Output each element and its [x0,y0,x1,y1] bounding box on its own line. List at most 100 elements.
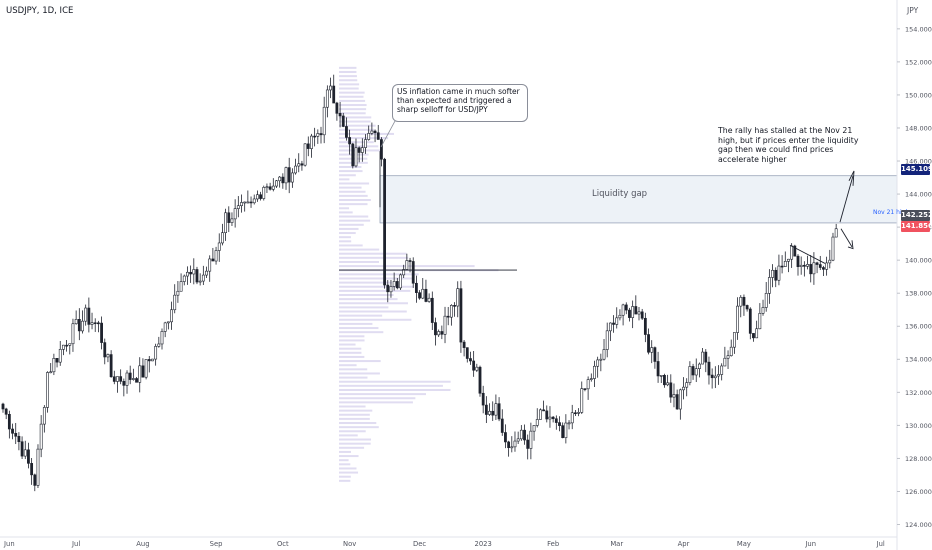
liquidity-gap-label: Liquidity gap [592,189,648,199]
candle [469,351,472,365]
volume-profile-bar [339,141,374,144]
price-tick-label: 130.000 [905,422,932,430]
volume-profile-bar [339,355,365,358]
candle [605,322,609,358]
volume-profile-bar [339,289,411,292]
volume-profile-bar [339,252,407,255]
candle [74,310,78,325]
volume-profile-bar [339,310,407,313]
candle [87,297,91,333]
candle [653,346,657,369]
candle [640,308,644,320]
candle [418,290,421,300]
candle [456,281,460,318]
candle [818,255,822,271]
candle [271,178,275,192]
time-tick-label: Sep [210,540,223,548]
candle [612,315,615,333]
candle [672,383,676,408]
candle [68,343,72,355]
candle [52,353,56,376]
volume-profile-bar [339,318,412,321]
candle [62,344,65,356]
candle [224,208,228,241]
candle [386,280,390,303]
volume-profile-bar [339,128,375,131]
candle [758,303,762,330]
candle [341,112,345,128]
volume-profile-bar [339,351,362,354]
candle [233,199,237,228]
volume-profile-bar [339,277,415,280]
volume-profile-bar [339,182,370,185]
candle [465,347,469,363]
candle [411,257,415,288]
time-tick-label: Feb [547,540,559,548]
volume-profile-bar [339,293,394,296]
candle [675,389,679,410]
volume-profile-bar [339,199,371,202]
price-tick-label: 150.000 [905,91,932,99]
candle [211,247,215,262]
candle [691,363,695,380]
candle [46,371,49,413]
candle [246,190,250,204]
candle [573,410,577,417]
volume-profile-bar [339,79,358,82]
volume-profile-bar [339,256,409,259]
candle [195,266,199,285]
volume-profile-bar [339,83,360,86]
candle [103,338,107,365]
candle [551,415,555,423]
candle [736,297,739,340]
volume-profile-bar [339,479,351,482]
candle [558,416,561,432]
time-axis[interactable]: Jun Jul Aug Sep Oct Nov Dec 2023 Feb Mar Apr May Jun… [3,540,885,548]
price-tick-label: 154.000 [905,25,932,33]
candle [300,160,304,171]
candle [802,261,806,277]
candle [427,293,431,303]
candle [144,359,148,380]
candle [364,134,367,154]
candle [376,124,380,140]
candle [109,350,113,378]
volume-profile-bar [339,70,357,73]
volume-profile-bar [339,384,443,387]
volume-profile-bar [339,260,380,263]
price-axis[interactable]: 124.000 126.000 128.000 130.000 132.000 134.0… [897,25,932,529]
candle [434,317,437,346]
candle [84,304,88,326]
candle [17,432,21,451]
arrow-down [840,228,853,248]
candle [278,175,282,188]
candle [666,374,670,387]
price-badge-gap-bottom: 142.252 [901,210,932,221]
volume-profile-bar [339,343,356,346]
candle [360,138,364,162]
candle [685,378,689,397]
candle [748,307,752,340]
candle [634,295,638,315]
candle [151,358,154,362]
candle [345,117,348,141]
symbol-title[interactable]: USDJPY, 1D, ICE [6,6,74,16]
currency-label: JPY [907,6,919,15]
candle [532,425,536,441]
candle [723,346,727,367]
candle [322,96,326,144]
candle [392,272,396,291]
candle [752,333,755,342]
candle [599,353,603,372]
candle [637,307,641,321]
candle [459,280,463,353]
candle [799,256,803,275]
volume-profile-bar [339,145,379,148]
candle [535,408,539,428]
volume-profile-bar [339,434,358,437]
candle [125,370,129,394]
time-tick-label: 2023 [475,540,492,548]
candle [771,264,774,288]
candle [577,408,580,417]
